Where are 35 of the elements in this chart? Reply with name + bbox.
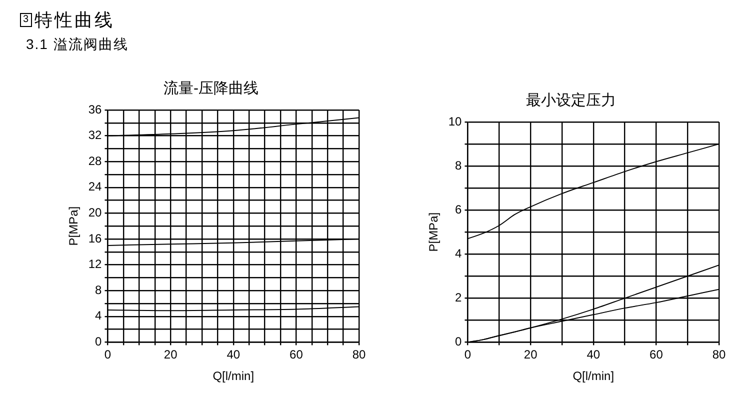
y-tick-label: 32	[88, 128, 102, 142]
y-tick-label: 20	[88, 206, 102, 220]
x-tick-label: 40	[226, 348, 240, 362]
x-tick-label: 80	[352, 348, 366, 362]
x-axis-title: Q[l/min]	[212, 369, 254, 384]
x-tick-label: 60	[650, 348, 664, 362]
x-tick-label: 80	[712, 348, 726, 362]
chart-title: 流量-压降曲线	[164, 80, 258, 98]
y-axis-title: P[MPa]	[66, 206, 81, 246]
text: 3.1 溢流阀曲线	[26, 36, 128, 54]
y-tick-label: 6	[455, 202, 462, 216]
x-tick-label: 60	[290, 348, 304, 362]
y-tick-label: 0	[455, 334, 462, 349]
y-tick-label: 4	[95, 308, 102, 323]
x-axis-title: Q[l/min]	[572, 369, 614, 384]
x-tick-label: 20	[164, 348, 178, 362]
y-tick-label: 24	[88, 180, 102, 194]
y-tick-label: 12	[88, 257, 102, 272]
y-tick-label: 28	[88, 154, 102, 168]
y-tick-label: 10	[448, 114, 462, 128]
x-tick-label: 0	[464, 348, 472, 362]
y-axis-title: P[MPa]	[426, 212, 441, 252]
y-tick-label: 8	[95, 282, 102, 297]
y-tick-label: 16	[88, 231, 102, 246]
y-tick-label: 36	[88, 102, 102, 116]
x-tick-label: 20	[524, 348, 538, 362]
y-tick-label: 2	[455, 290, 462, 304]
x-tick-label: 0	[104, 348, 112, 362]
y-tick-label: 8	[455, 158, 462, 172]
y-tick-label: 4	[455, 246, 462, 260]
text: 特性曲线	[34, 9, 115, 32]
chart-title: 最小设定压力	[526, 92, 616, 110]
y-tick-label: 0	[95, 334, 102, 349]
text: 3	[20, 13, 32, 27]
x-tick-label: 40	[586, 348, 600, 362]
